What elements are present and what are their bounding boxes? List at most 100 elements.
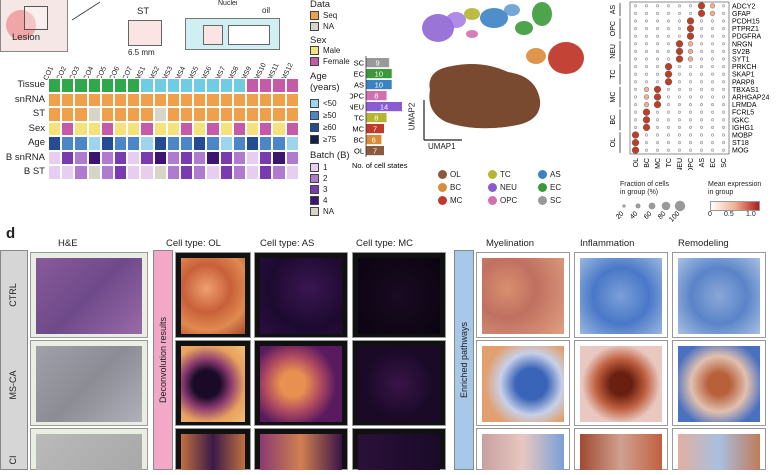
dotplot-dot — [664, 62, 673, 71]
grid-legend: Data Seq NA Sex Male Female Age (years) … — [308, 0, 380, 240]
gene-label: PARP8 — [732, 79, 755, 86]
grid-cell — [180, 107, 194, 122]
bar-category-label: MC — [352, 125, 364, 134]
group-label: AS — [610, 5, 617, 15]
bar — [366, 124, 384, 134]
dotplot-x-label: BC — [644, 158, 651, 168]
color-legend-title-2: in group — [708, 189, 734, 196]
grid-cell — [272, 107, 286, 122]
dotplot-dot — [721, 72, 725, 76]
dotplot-dot — [656, 34, 660, 38]
dotplot-dot — [645, 42, 649, 46]
grid-cell — [87, 78, 101, 93]
grid-cell — [180, 136, 194, 151]
grid-cell — [87, 92, 101, 107]
umap-legend-item: TC — [488, 170, 511, 180]
dotplot-dot — [653, 85, 662, 94]
spatial-map — [260, 258, 342, 334]
grid-cell — [219, 92, 233, 107]
spatial-map — [482, 346, 564, 422]
dotplot-dot — [677, 125, 681, 129]
legend-swatch-batch-1 — [310, 163, 319, 172]
spatial-map — [678, 346, 760, 422]
umap-legend-item: OL — [438, 170, 461, 180]
grid-cell — [100, 121, 114, 136]
gene-label: ADCY2 — [732, 3, 755, 10]
grid-cell — [127, 107, 141, 122]
dotplot-x-label: OPC — [688, 158, 695, 170]
legend-male-label: Male — [323, 46, 341, 55]
grid-cell — [74, 92, 88, 107]
grid-cell — [153, 92, 167, 107]
grid-cell — [87, 136, 101, 151]
grid-cell — [219, 78, 233, 93]
dotplot-dot — [699, 110, 703, 114]
dotplot-x-label: OL — [633, 158, 640, 167]
grid-cell — [100, 165, 114, 180]
legend-age-1-label: <50 — [323, 99, 337, 108]
dotplot-dot — [699, 72, 703, 76]
dotplot-dot — [675, 47, 684, 56]
dotplot-dot — [656, 42, 660, 46]
spatial-map — [580, 258, 662, 334]
dotplot-dot — [677, 118, 681, 122]
dotplot-dot — [631, 131, 640, 139]
dotplot-dot — [643, 86, 650, 93]
slide-tissue — [203, 25, 223, 45]
legend-batch-4-label: 4 — [323, 196, 328, 205]
grid-cell — [272, 92, 286, 107]
dotplot-dot — [710, 72, 714, 76]
grid-cell — [219, 121, 233, 136]
grid-cell — [48, 165, 62, 180]
dotplot-dot — [645, 141, 649, 145]
dotplot-dot — [710, 65, 714, 69]
dotplot-dot — [666, 57, 670, 61]
dotplot-dot — [709, 3, 716, 9]
panel-letter-d: d — [6, 225, 16, 242]
grid-cell — [166, 78, 180, 93]
dotplot-dot — [645, 72, 649, 76]
dotplot-dot — [656, 49, 660, 53]
legend-sex-title: Sex — [310, 35, 327, 46]
dotplot-dot — [634, 4, 638, 8]
dotplot-dot — [677, 133, 681, 137]
gene-label: LRMDA — [732, 102, 757, 109]
legend-swatch-batch-4 — [310, 196, 319, 205]
dotplot-dot — [687, 48, 694, 55]
dotplot-dot — [634, 11, 638, 15]
dotplot-dot — [666, 118, 670, 122]
dotplot-dot — [677, 4, 681, 8]
grid-cell — [259, 92, 273, 107]
umap-plot — [422, 2, 584, 141]
legend-swatch-age-3 — [310, 123, 319, 132]
dotplot-dot — [721, 4, 725, 8]
gene-label: MOBP — [732, 133, 753, 140]
dotplot-dot — [656, 57, 660, 61]
grid-cell — [285, 78, 299, 93]
legend-swatch-batch-2 — [310, 174, 319, 183]
grid-cell — [193, 107, 207, 122]
grid-cell — [272, 121, 286, 136]
dotplot-dot — [688, 87, 692, 91]
grid-cell — [285, 107, 299, 122]
grid-cell — [127, 136, 141, 151]
legend-data-title: Data — [310, 0, 331, 10]
dotplot-dot — [699, 95, 703, 99]
grid-cell — [166, 107, 180, 122]
dotplot-dot — [677, 110, 681, 114]
gene-label: GFAP — [732, 11, 751, 18]
legend-batch-title: Batch (B) — [310, 150, 350, 161]
grid-cell — [166, 121, 180, 136]
grid-cell — [140, 165, 154, 180]
dotplot-dot — [688, 11, 692, 15]
spatial-map — [36, 434, 142, 470]
color-tick-2: 1.0 — [746, 211, 756, 218]
dotplot-dot — [642, 108, 651, 116]
umap-legend-label: NEU — [500, 183, 517, 192]
grid-cell — [153, 136, 167, 151]
spatial-map — [181, 434, 245, 470]
dotplot-dot — [699, 19, 703, 23]
dotplot-dot — [634, 19, 638, 23]
bar-value-label: 9 — [375, 58, 379, 67]
umap-legend-item: AS — [538, 170, 561, 180]
